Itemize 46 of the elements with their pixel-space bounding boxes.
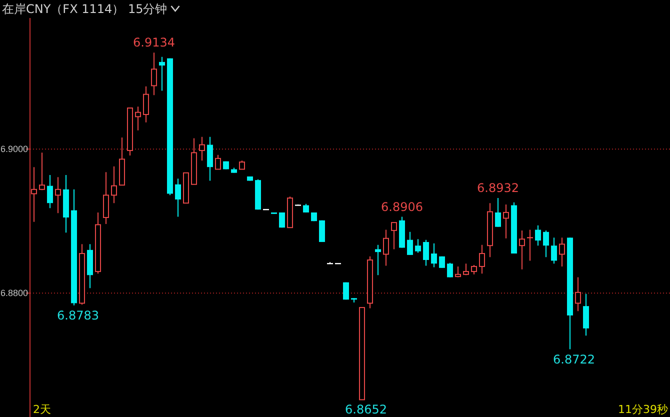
candlestick [207,136,213,182]
candlestick [215,154,221,170]
candlestick [415,238,421,254]
annotation: 6.8783 [57,308,99,322]
candlestick [519,230,525,270]
chart-title: 在岸CNY（FX 1114） 15分钟 [2,2,168,16]
annotation: 11分39秒 [618,403,668,416]
annotation: 6.8722 [553,352,595,366]
annotation: 6.8906 [381,200,423,214]
candlestick [135,106,141,131]
candlestick [383,229,389,266]
candlestick [495,198,501,228]
candlestick [423,239,429,266]
candlestick [319,220,325,242]
candlestick [47,174,53,209]
candlestick [431,242,437,268]
candlestick [479,244,485,274]
candlestick [543,230,549,258]
candlestick [447,262,453,278]
candlestick [407,231,413,256]
candlestick [55,176,61,214]
annotation: 6.8652 [345,402,387,417]
candlestick [455,266,461,278]
candlestick [375,244,381,276]
candlestick [575,276,581,312]
candlestick [583,293,589,336]
candlestick [559,237,565,267]
candlestick [199,136,205,162]
candlestick [111,166,117,204]
annotation: 6.9134 [133,36,175,50]
candlestick [175,178,181,218]
y-tick-label: 6.8800 [0,288,28,298]
candlestick [103,172,109,224]
candlestick [143,86,149,123]
candlestick [31,166,37,222]
candlestick [551,237,557,264]
candlestick [503,204,509,239]
candlestick [471,264,477,275]
y-tick-label: 6.9000 [0,144,28,154]
candlestick [159,56,165,92]
candlestick [39,152,45,191]
candlestick [151,52,157,96]
annotation: 6.8932 [477,181,519,196]
candlestick [535,224,541,246]
candlestick [391,222,397,250]
annotation: 2天 [33,403,51,416]
